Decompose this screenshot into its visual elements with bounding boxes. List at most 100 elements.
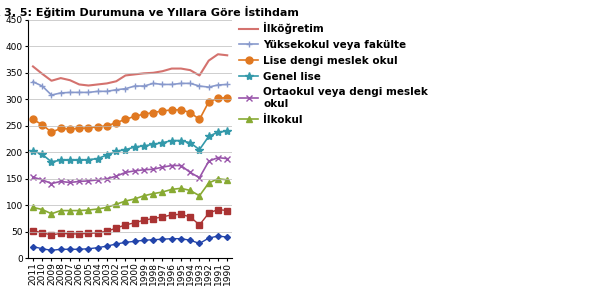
Yüksekokul veya fakülte bbox=[214, 83, 221, 87]
Line: İlköğretim: İlköğretim bbox=[33, 54, 227, 86]
Genel lise bbox=[113, 150, 120, 153]
Genel lise bbox=[205, 135, 212, 138]
Lise dengi meslek okul bbox=[205, 100, 212, 104]
Ortaokul veya dengi meslek
okul bbox=[186, 171, 194, 174]
İlköğretim bbox=[224, 54, 231, 57]
Yüksekokul veya fakülte bbox=[122, 87, 129, 91]
Lise dengi meslek okul bbox=[85, 126, 92, 130]
Genel lise bbox=[57, 159, 64, 162]
Ortaokul veya dengi meslek
okul bbox=[39, 178, 46, 182]
Lise dengi meslek okul bbox=[122, 118, 129, 121]
İlköğretim bbox=[76, 83, 83, 86]
İlkokul bbox=[122, 199, 129, 203]
Ortaokul veya dengi meslek
okul bbox=[149, 168, 157, 171]
İlkokul bbox=[39, 208, 46, 211]
İlkokul bbox=[131, 197, 139, 201]
Yüksekokul veya fakülte bbox=[94, 90, 102, 93]
Ortaokul veya dengi meslek
okul bbox=[76, 180, 83, 183]
İlkokul bbox=[48, 212, 55, 216]
İlköğretim bbox=[113, 79, 120, 83]
Lise dengi meslek okul bbox=[196, 118, 203, 121]
Yüksekokul veya fakülte bbox=[205, 85, 212, 89]
Yüksekokul veya fakülte bbox=[131, 84, 139, 88]
Yüksekokul veya fakülte bbox=[30, 80, 37, 84]
Line: Ortaokul veya dengi meslek
okul: Ortaokul veya dengi meslek okul bbox=[30, 154, 231, 187]
İlkokul bbox=[159, 190, 166, 194]
Lise dengi meslek okul bbox=[149, 111, 157, 114]
Yüksekokul veya fakülte bbox=[113, 88, 120, 91]
İlköğretim bbox=[103, 82, 111, 85]
Genel lise bbox=[224, 129, 231, 133]
Yüksekokul veya fakülte bbox=[168, 83, 175, 86]
Title: Grafik 3. 5: Eğitim Durumuna ve Yıllara Göre İstihdam: Grafik 3. 5: Eğitim Durumuna ve Yıllara … bbox=[0, 6, 298, 18]
İlköğretim bbox=[30, 65, 37, 68]
Yüksekokul veya fakülte bbox=[48, 93, 55, 97]
İlkokul bbox=[149, 192, 157, 195]
İlkokul bbox=[214, 177, 221, 180]
Ortaokul veya dengi meslek
okul bbox=[57, 180, 64, 183]
İlköğretim bbox=[131, 73, 139, 76]
Lise dengi meslek okul bbox=[159, 109, 166, 113]
İlköğretim bbox=[196, 74, 203, 77]
Yüksekokul veya fakülte bbox=[67, 91, 74, 94]
Yüksekokul veya fakülte bbox=[85, 91, 92, 94]
Yüksekokul veya fakülte bbox=[177, 82, 185, 85]
Lise dengi meslek okul bbox=[94, 125, 102, 129]
Line: Lise dengi meslek okul: Lise dengi meslek okul bbox=[30, 94, 231, 136]
Ortaokul veya dengi meslek
okul bbox=[159, 165, 166, 169]
Genel lise bbox=[67, 159, 74, 162]
İlköğretim bbox=[168, 67, 175, 70]
Lise dengi meslek okul bbox=[140, 112, 148, 116]
İlkokul bbox=[224, 178, 231, 182]
Lise dengi meslek okul bbox=[39, 123, 46, 127]
İlkokul bbox=[94, 207, 102, 211]
Genel lise bbox=[214, 130, 221, 134]
İlköğretim bbox=[159, 70, 166, 73]
Lise dengi meslek okul bbox=[186, 111, 194, 114]
İlköğretim bbox=[57, 76, 64, 80]
Lise dengi meslek okul bbox=[177, 108, 185, 112]
Genel lise bbox=[76, 159, 83, 162]
İlköğretim bbox=[140, 72, 148, 75]
Lise dengi meslek okul bbox=[113, 121, 120, 124]
Genel lise bbox=[159, 141, 166, 145]
Genel lise bbox=[122, 148, 129, 151]
Ortaokul veya dengi meslek
okul bbox=[94, 178, 102, 182]
Lise dengi meslek okul bbox=[214, 97, 221, 100]
Line: Genel lise: Genel lise bbox=[29, 127, 231, 166]
Ortaokul veya dengi meslek
okul bbox=[113, 174, 120, 178]
Yüksekokul veya fakülte bbox=[224, 83, 231, 86]
İlkokul bbox=[168, 188, 175, 191]
İlköğretim bbox=[186, 68, 194, 72]
Ortaokul veya dengi meslek
okul bbox=[205, 159, 212, 163]
İlkokul bbox=[177, 187, 185, 190]
Genel lise bbox=[131, 145, 139, 149]
Yüksekokul veya fakülte bbox=[159, 83, 166, 86]
Yüksekokul veya fakülte bbox=[57, 91, 64, 95]
Lise dengi meslek okul bbox=[57, 127, 64, 130]
Lise dengi meslek okul bbox=[67, 127, 74, 131]
İlkokul bbox=[76, 209, 83, 212]
Genel lise bbox=[186, 141, 194, 145]
Genel lise bbox=[30, 149, 37, 152]
Genel lise bbox=[94, 157, 102, 160]
Yüksekokul veya fakülte bbox=[103, 90, 111, 93]
Genel lise bbox=[103, 153, 111, 157]
Ortaokul veya dengi meslek
okul bbox=[67, 181, 74, 184]
Ortaokul veya dengi meslek
okul bbox=[122, 171, 129, 174]
Genel lise bbox=[48, 160, 55, 164]
Genel lise bbox=[149, 143, 157, 146]
Genel lise bbox=[168, 139, 175, 142]
Ortaokul veya dengi meslek
okul bbox=[214, 156, 221, 159]
Ortaokul veya dengi meslek
okul bbox=[103, 177, 111, 180]
Line: Yüksekokul veya fakülte: Yüksekokul veya fakülte bbox=[30, 78, 231, 99]
Line: İlkokul: İlkokul bbox=[30, 175, 231, 217]
İlköğretim bbox=[177, 67, 185, 70]
Ortaokul veya dengi meslek
okul bbox=[30, 175, 37, 179]
İlkokul bbox=[57, 209, 64, 212]
İlkokul bbox=[196, 194, 203, 198]
İlkokul bbox=[113, 203, 120, 206]
Yüksekokul veya fakülte bbox=[186, 82, 194, 85]
Ortaokul veya dengi meslek
okul bbox=[177, 164, 185, 167]
İlkokul bbox=[67, 209, 74, 212]
